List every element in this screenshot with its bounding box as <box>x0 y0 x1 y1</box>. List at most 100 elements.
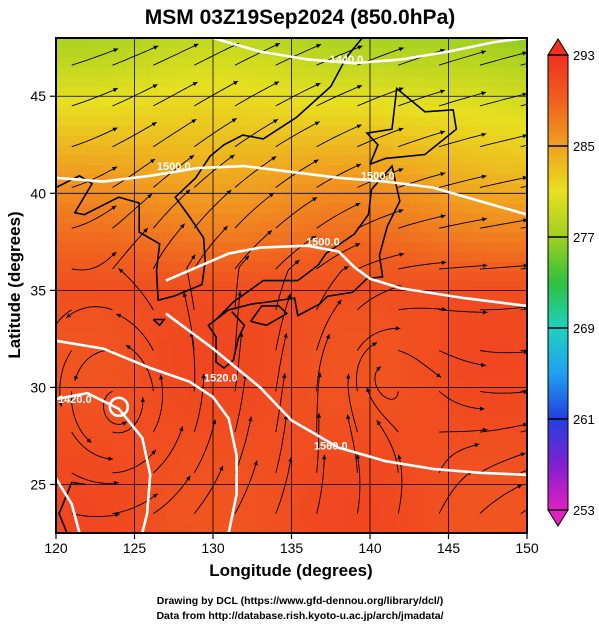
field-cell <box>299 368 308 379</box>
coastline <box>152 318 166 327</box>
field-cell <box>354 435 363 447</box>
field-cell <box>244 183 253 194</box>
field-cell <box>118 125 128 136</box>
field-cell <box>118 368 128 379</box>
streamline <box>275 373 286 433</box>
field-cell <box>385 67 395 78</box>
field-cell <box>126 387 136 398</box>
field-cell <box>354 144 363 156</box>
field-cell <box>448 523 457 533</box>
field-cell <box>322 47 332 58</box>
field-cell <box>495 164 504 175</box>
field-cell <box>291 67 300 78</box>
field-cell <box>205 212 214 223</box>
field-cell <box>417 96 426 107</box>
field-cell <box>346 241 355 253</box>
field-cell <box>495 212 504 223</box>
field-cell <box>142 57 151 68</box>
field-cell <box>111 144 120 156</box>
field-cell <box>448 348 457 359</box>
field-cell <box>432 86 442 97</box>
field-cell <box>495 144 504 156</box>
field-cell <box>487 358 497 369</box>
field-cell <box>197 358 206 369</box>
field-cell <box>346 222 355 233</box>
field-cell <box>228 416 238 427</box>
field-cell <box>409 280 418 291</box>
field-cell <box>503 348 512 359</box>
field-cell <box>252 154 261 165</box>
field-cell <box>87 416 96 427</box>
field-cell <box>291 465 300 476</box>
field-cell <box>189 494 198 505</box>
field-cell <box>142 280 151 291</box>
field-cell <box>401 251 410 262</box>
field-cell <box>503 154 512 165</box>
field-cell <box>456 154 465 165</box>
field-cell <box>370 309 379 321</box>
field-cell <box>220 494 230 505</box>
field-cell <box>495 455 504 466</box>
streamline <box>439 264 488 270</box>
field-cell <box>220 523 230 533</box>
field-cell <box>307 387 316 398</box>
field-cell <box>487 212 497 223</box>
field-cell <box>181 300 190 311</box>
streamline-arrowhead <box>111 205 117 211</box>
field-cell <box>315 154 324 165</box>
field-cell <box>71 280 81 291</box>
field-cell <box>111 57 120 68</box>
field-cell <box>362 455 371 466</box>
field-cell <box>479 309 489 321</box>
field-cell <box>181 397 190 408</box>
field-cell <box>126 270 136 282</box>
field-cell <box>456 57 465 68</box>
field-cell <box>346 144 355 156</box>
field-cell <box>111 96 120 107</box>
field-cell <box>464 358 473 369</box>
field-cell <box>385 193 395 204</box>
field-cell <box>432 523 442 533</box>
field-cell <box>354 76 363 88</box>
field-cell <box>385 115 395 126</box>
field-cell <box>205 38 214 49</box>
field-cell <box>268 484 277 495</box>
field-cell <box>283 47 293 58</box>
streamline-arrowhead <box>283 333 288 338</box>
field-cell <box>519 387 527 398</box>
streamline-arrowhead <box>481 50 487 55</box>
field-cell <box>213 193 222 204</box>
field-cell <box>401 164 410 175</box>
field-cell <box>393 76 402 88</box>
field-cell <box>244 280 253 291</box>
field-cell <box>370 96 379 107</box>
field-cell <box>236 105 245 117</box>
field-cell <box>519 261 527 272</box>
field-cell <box>275 465 285 476</box>
field-cell <box>197 125 206 136</box>
streamline-arrowhead <box>192 82 198 86</box>
field-cell <box>244 212 253 223</box>
field-cell <box>472 154 481 165</box>
field-cell <box>385 377 395 388</box>
field-cell <box>322 368 332 379</box>
credit-line-1: Drawing by DCL (https://www.gfd-dennou.o… <box>157 595 443 607</box>
field-cell <box>252 387 261 398</box>
field-cell <box>142 319 151 330</box>
field-cell <box>228 232 238 243</box>
field-cell <box>385 397 395 408</box>
field-cell <box>322 270 332 282</box>
field-cell <box>495 115 504 126</box>
field-cell <box>236 465 245 476</box>
field-cell <box>330 105 340 117</box>
field-cell <box>95 445 104 456</box>
field-cell <box>197 290 206 301</box>
field-cell <box>417 203 426 214</box>
field-cell <box>354 397 363 408</box>
field-cell <box>464 290 473 301</box>
streamline <box>190 331 196 392</box>
streamline <box>275 332 288 392</box>
field-cell <box>291 105 300 117</box>
field-cell <box>244 377 253 388</box>
streamline-arrowhead <box>311 235 316 241</box>
